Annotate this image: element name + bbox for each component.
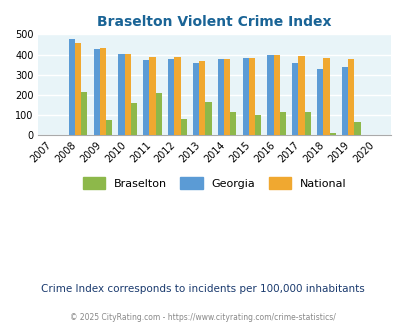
Bar bbox=[94, 50, 100, 135]
Bar bbox=[279, 113, 286, 135]
Legend: Braselton, Georgia, National: Braselton, Georgia, National bbox=[78, 173, 350, 193]
Bar bbox=[292, 63, 298, 135]
Bar bbox=[106, 120, 112, 135]
Bar bbox=[130, 103, 137, 135]
Bar bbox=[174, 57, 180, 135]
Bar bbox=[100, 48, 106, 135]
Bar bbox=[124, 54, 130, 135]
Bar bbox=[217, 59, 224, 135]
Bar bbox=[118, 54, 124, 135]
Bar bbox=[267, 55, 273, 135]
Bar bbox=[329, 133, 335, 135]
Bar bbox=[242, 58, 248, 135]
Bar bbox=[230, 113, 236, 135]
Bar bbox=[68, 39, 75, 135]
Bar bbox=[304, 112, 310, 135]
Bar bbox=[224, 59, 230, 135]
Bar bbox=[248, 58, 254, 135]
Bar bbox=[298, 56, 304, 135]
Bar bbox=[341, 67, 347, 135]
Bar bbox=[192, 63, 199, 135]
Bar bbox=[347, 59, 354, 135]
Text: Crime Index corresponds to incidents per 100,000 inhabitants: Crime Index corresponds to incidents per… bbox=[41, 284, 364, 294]
Bar bbox=[205, 102, 211, 135]
Bar bbox=[143, 60, 149, 135]
Bar bbox=[273, 55, 279, 135]
Text: © 2025 CityRating.com - https://www.cityrating.com/crime-statistics/: © 2025 CityRating.com - https://www.city… bbox=[70, 313, 335, 322]
Bar bbox=[322, 58, 329, 135]
Bar bbox=[81, 92, 87, 135]
Bar bbox=[155, 93, 162, 135]
Bar bbox=[316, 69, 322, 135]
Title: Braselton Violent Crime Index: Braselton Violent Crime Index bbox=[97, 15, 331, 29]
Bar bbox=[354, 122, 360, 135]
Bar bbox=[199, 61, 205, 135]
Bar bbox=[149, 57, 155, 135]
Bar bbox=[168, 59, 174, 135]
Bar bbox=[75, 44, 81, 135]
Bar bbox=[254, 115, 260, 135]
Bar bbox=[180, 119, 186, 135]
